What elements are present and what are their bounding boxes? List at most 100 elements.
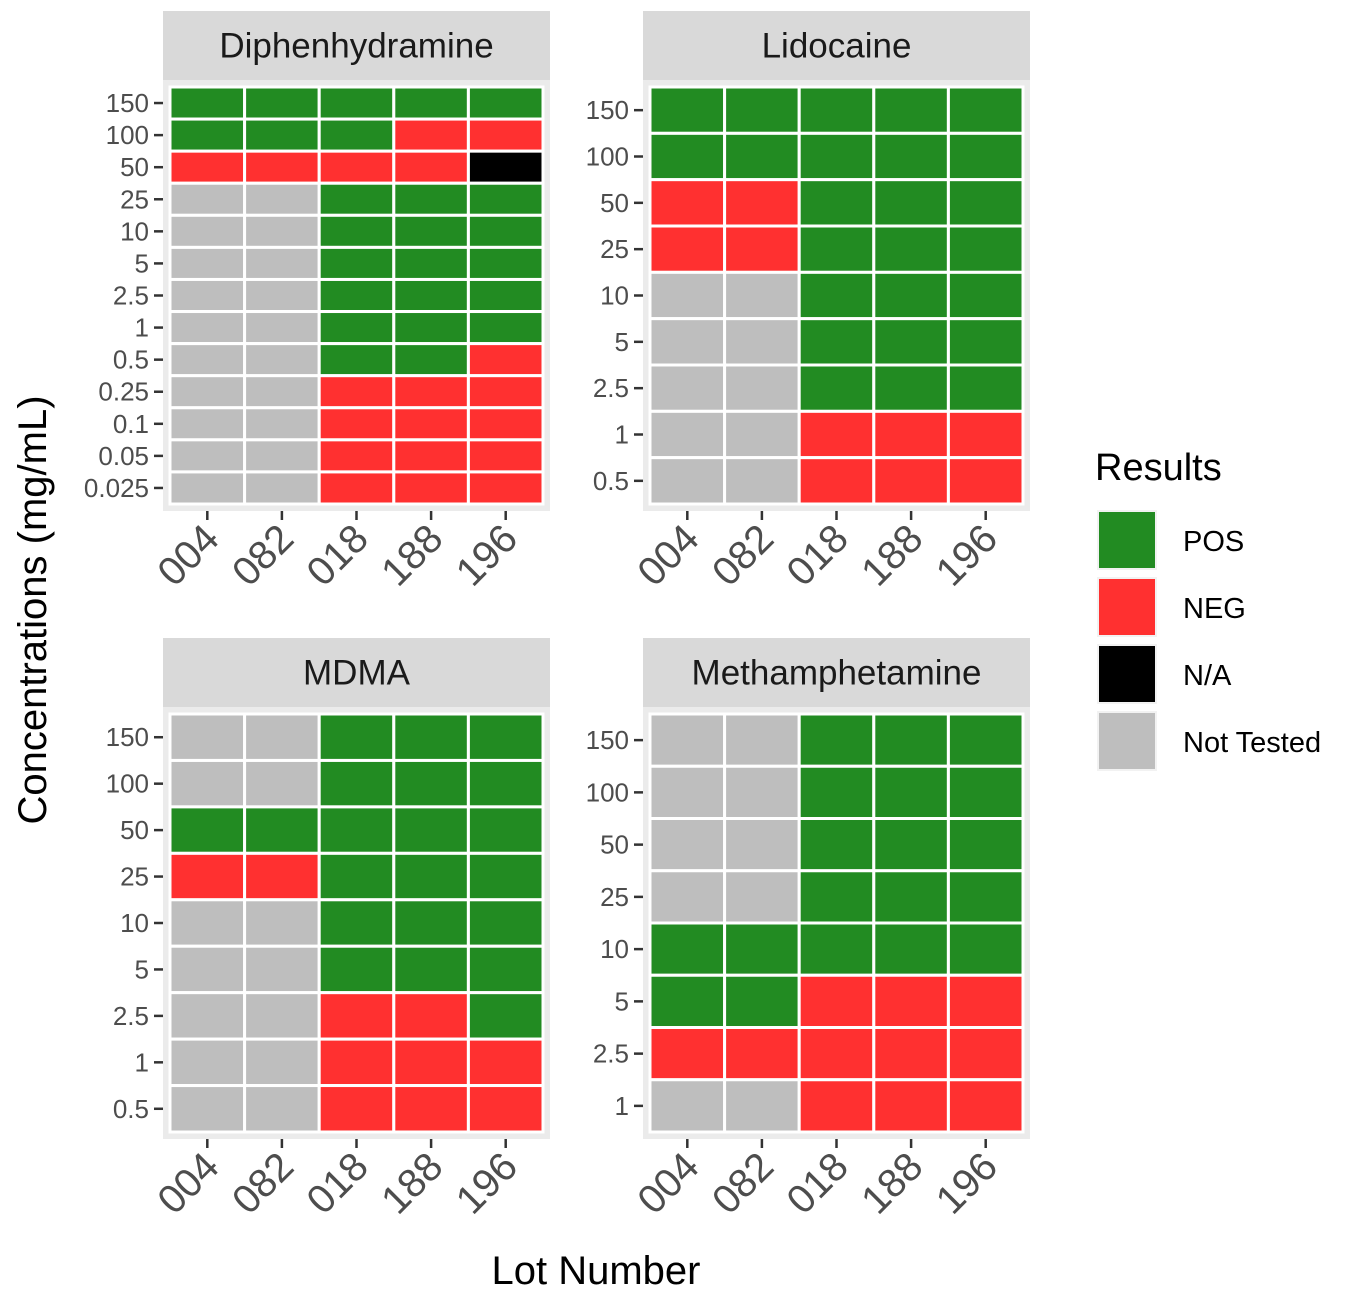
tile-mdma-1-188 [392,1037,470,1088]
x-tick-label: 188 [373,1144,451,1222]
strip-diphenhydramine [163,11,550,80]
tile-mdma-25-188 [392,851,470,902]
tile-mdma-50-188 [392,805,470,855]
tile-mdma-150-196 [466,712,545,762]
tile-methamphetamine-10-018 [797,921,876,977]
tile-methamphetamine-1-004 [648,1078,727,1134]
tile-diphenhydramine-5-082 [243,245,321,281]
tile-mdma-50-082 [243,805,321,855]
y-tick-label: 10 [120,216,149,246]
tile-diphenhydramine-0-5-196 [466,342,545,378]
tile-methamphetamine-1-188 [872,1078,950,1134]
tile-diphenhydramine-1-018 [317,310,396,346]
y-tick-label: 25 [600,882,629,912]
tile-mdma-25-004 [168,851,247,902]
tile-mdma-10-018 [317,898,396,948]
tile-diphenhydramine-150-082 [243,85,321,121]
tile-mdma-50-004 [168,805,247,855]
tile-lidocaine-10-018 [797,270,876,321]
tile-lidocaine-50-018 [797,178,876,228]
tile-mdma-2-5-196 [466,991,545,1041]
y-axis-title: Concentrations (mg/mL) [11,395,55,824]
x-tick-label: 018 [779,1144,857,1222]
tile-lidocaine-2-5-082 [723,363,801,413]
strip-label-diphenhydramine: Diphenhydramine [219,27,493,66]
x-tick-label: 004 [149,516,227,594]
tile-methamphetamine-2-5-196 [946,1026,1025,1082]
tile-diphenhydramine-0-05-082 [243,438,321,474]
strip-mdma [163,638,550,707]
tile-methamphetamine-50-018 [797,817,876,873]
tile-lidocaine-2-5-188 [872,363,950,413]
tile-diphenhydramine-0-5-082 [243,342,321,378]
tile-mdma-150-004 [168,712,247,762]
tile-diphenhydramine-0-05-196 [466,438,545,474]
tile-diphenhydramine-0-025-004 [168,470,247,506]
strip-methamphetamine [643,638,1030,707]
y-tick-label: 0.25 [98,377,149,407]
tile-mdma-2-5-018 [317,991,396,1041]
tile-lidocaine-50-004 [648,178,727,228]
tile-mdma-1-004 [168,1037,247,1088]
tile-lidocaine-1-018 [797,409,876,460]
tile-mdma-1-018 [317,1037,396,1088]
tile-diphenhydramine-10-188 [392,213,470,249]
tile-diphenhydramine-25-018 [317,181,396,217]
tile-mdma-0-5-018 [317,1084,396,1134]
x-tick-label: 018 [299,1144,377,1222]
y-tick-label: 150 [106,88,149,118]
tile-diphenhydramine-50-018 [317,149,396,185]
tile-diphenhydramine-5-196 [466,245,545,281]
tile-mdma-100-196 [466,758,545,809]
tile-mdma-0-5-082 [243,1084,321,1134]
y-tick-label: 50 [600,830,629,860]
panel-lidocaine: Lidocaine 150 100 50 25 10 5 2.5 1 0.500408201818… [586,11,1030,595]
tile-methamphetamine-25-196 [946,869,1025,925]
tile-methamphetamine-50-004 [648,817,727,873]
tile-mdma-10-188 [392,898,470,948]
y-tick-label: 1 [615,420,629,450]
tile-mdma-5-196 [466,944,545,995]
x-tick-label: 004 [629,1144,707,1222]
x-tick-label: 082 [224,516,302,594]
tile-diphenhydramine-0-05-018 [317,438,396,474]
tile-diphenhydramine-0-05-004 [168,438,247,474]
y-tick-label: 100 [106,769,149,799]
tile-lidocaine-5-018 [797,317,876,367]
tile-diphenhydramine-5-004 [168,245,247,281]
tile-lidocaine-5-196 [946,317,1025,367]
tile-methamphetamine-50-196 [946,817,1025,873]
tile-diphenhydramine-150-004 [168,85,247,121]
panels-layer: Diphenhydramine15010050251052.510.50.250… [84,11,1030,1223]
tile-methamphetamine-100-196 [946,764,1025,820]
tile-methamphetamine-5-196 [946,973,1025,1029]
tile-lidocaine-25-196 [946,224,1025,274]
legend-label-n-a: N/A [1183,660,1232,692]
tile-lidocaine-0-5-018 [797,456,876,506]
y-tick-label: 1 [135,313,149,343]
tile-methamphetamine-150-188 [872,712,950,768]
legend-label-not-tested: Not Tested [1183,727,1321,759]
x-tick-label: 196 [928,516,1006,594]
tile-lidocaine-0-5-196 [946,456,1025,506]
tile-lidocaine-1-188 [872,409,950,460]
tile-diphenhydramine-25-196 [466,181,545,217]
tile-lidocaine-150-018 [797,85,876,135]
tile-diphenhydramine-0-025-196 [466,470,545,506]
tile-diphenhydramine-0-1-018 [317,406,396,442]
tile-lidocaine-100-188 [872,131,950,182]
tile-diphenhydramine-1-196 [466,310,545,346]
x-tick-label: 004 [149,1144,227,1222]
y-tick-label: 5 [135,954,149,984]
tile-diphenhydramine-100-082 [243,117,321,153]
tile-lidocaine-10-004 [648,270,727,321]
tile-diphenhydramine-0-05-188 [392,438,470,474]
tile-mdma-100-018 [317,758,396,809]
y-tick-label: 25 [120,184,149,214]
tile-diphenhydramine-0-5-004 [168,342,247,378]
y-tick-label: 2.5 [113,1001,149,1031]
x-tick-label: 196 [448,1144,526,1222]
tile-diphenhydramine-25-004 [168,181,247,217]
tile-diphenhydramine-10-018 [317,213,396,249]
